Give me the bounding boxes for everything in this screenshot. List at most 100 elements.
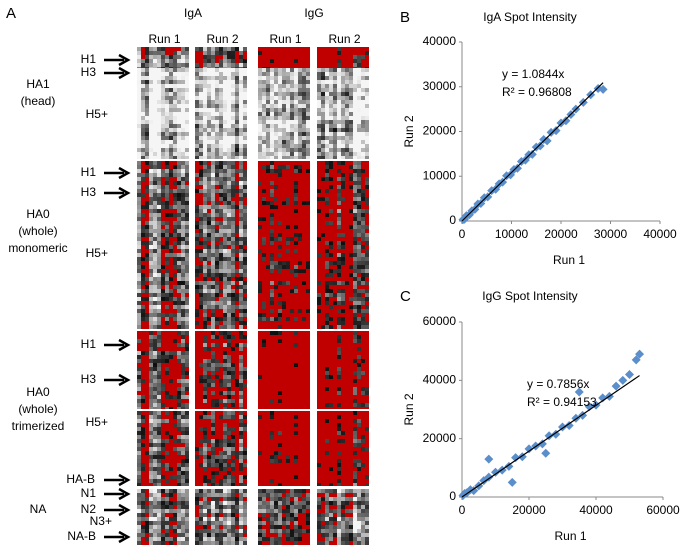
heatmap-cell — [149, 415, 153, 419]
heatmap-cell — [266, 321, 270, 325]
heatmap-cell — [258, 483, 262, 486]
heatmap-cell — [219, 497, 223, 501]
heatmap-cell — [286, 427, 290, 431]
heatmap-cell — [298, 144, 302, 148]
heatmap-cell — [211, 501, 215, 505]
heatmap-cell — [266, 136, 270, 140]
heatmap-cell — [137, 132, 141, 136]
heatmap-cell — [345, 76, 349, 80]
heatmap-cell — [266, 371, 270, 375]
heatmap-cell — [211, 193, 215, 197]
heatmap-cell — [153, 72, 157, 76]
heatmap-cell — [231, 339, 235, 343]
heatmap-cell — [274, 525, 278, 529]
heatmap-cell — [215, 165, 219, 169]
heatmap-cell — [286, 181, 290, 185]
heatmap-cell — [137, 96, 141, 100]
heatmap-cell — [141, 525, 145, 529]
heatmap-cell — [169, 140, 173, 144]
heatmap-cell — [185, 363, 189, 367]
heatmap-cell — [290, 193, 294, 197]
heatmap-cell — [274, 269, 278, 273]
heatmap-cell — [235, 108, 239, 112]
heatmap-cell — [219, 423, 223, 427]
heatmap-cell — [235, 431, 239, 435]
heatmap-cell — [239, 152, 243, 156]
heatmap-cell — [185, 427, 189, 431]
heatmap-cell — [203, 355, 207, 359]
heatmap-cell — [290, 100, 294, 104]
heatmap-cell — [207, 76, 211, 80]
heatmap-cell — [223, 96, 227, 100]
heatmap-cell — [266, 185, 270, 189]
heatmap-cell — [266, 439, 270, 443]
heatmap-cell — [177, 375, 181, 379]
heatmap-cell — [266, 261, 270, 265]
heatmap-cell — [278, 225, 282, 229]
heatmap-cell — [231, 165, 235, 169]
heatmap-cell — [185, 51, 189, 55]
heatmap-cell — [169, 76, 173, 80]
heatmap-cell — [341, 84, 345, 88]
heatmap-cell — [177, 148, 181, 152]
heatmap-cell — [286, 451, 290, 455]
heatmap-cell — [161, 309, 165, 313]
heatmap-cell — [278, 443, 282, 447]
heatmap-cell — [177, 289, 181, 293]
heatmap-cell — [157, 387, 161, 391]
heatmap-cell — [177, 80, 181, 84]
heatmap-cell — [141, 297, 145, 301]
heatmap-cell — [321, 88, 325, 92]
heatmap-cell — [235, 185, 239, 189]
heatmap-cell — [203, 447, 207, 451]
heatmap-cell — [141, 84, 145, 88]
heatmap-cell — [258, 489, 262, 493]
heatmap-cell — [199, 371, 203, 375]
heatmap-cell — [278, 144, 282, 148]
heatmap-cell — [266, 51, 270, 55]
heatmap-cell — [161, 537, 165, 541]
heatmap-cell — [286, 395, 290, 399]
heatmap-cell — [137, 245, 141, 249]
heatmap-cell — [157, 541, 161, 545]
heatmap-cell — [219, 541, 223, 545]
heatmap-cell — [270, 124, 274, 128]
heatmap-cell — [223, 363, 227, 367]
heatmap-cell — [181, 521, 185, 525]
heatmap-cell — [353, 51, 357, 55]
heatmap-cell — [231, 435, 235, 439]
heatmap-cell — [219, 281, 223, 285]
heatmap-cell — [203, 177, 207, 181]
heatmap-cell — [173, 415, 177, 419]
heatmap-cell — [173, 411, 177, 415]
heatmap-cell — [239, 371, 243, 375]
heatmap-cell — [274, 309, 278, 313]
heatmap-cell — [195, 217, 199, 221]
heatmap-cell — [181, 289, 185, 293]
heatmap-cell — [161, 339, 165, 343]
heatmap-cell — [302, 80, 306, 84]
heatmap-cell — [306, 189, 310, 193]
heatmap-cell — [270, 455, 274, 459]
heatmap-cell — [173, 367, 177, 371]
heatmap-cell — [290, 124, 294, 128]
heatmap-cell — [181, 305, 185, 309]
heatmap-cell — [235, 483, 239, 486]
heatmap-cell — [137, 76, 141, 80]
heatmap-cell — [181, 459, 185, 463]
heatmap-cell — [286, 281, 290, 285]
heatmap-cell — [266, 431, 270, 435]
heatmap-cell — [199, 541, 203, 545]
heatmap-cell — [365, 72, 369, 76]
heatmap-cell — [165, 76, 169, 80]
heatmap-cell — [298, 55, 302, 59]
heatmap-cell — [282, 343, 286, 347]
heatmap-cell — [286, 128, 290, 132]
heatmap-cell — [199, 148, 203, 152]
heatmap-cell — [199, 257, 203, 261]
heatmap-cell — [235, 447, 239, 451]
heatmap-cell — [185, 509, 189, 513]
heatmap-cell — [294, 355, 298, 359]
heatmap-cell — [298, 281, 302, 285]
heatmap-cell — [262, 493, 266, 497]
